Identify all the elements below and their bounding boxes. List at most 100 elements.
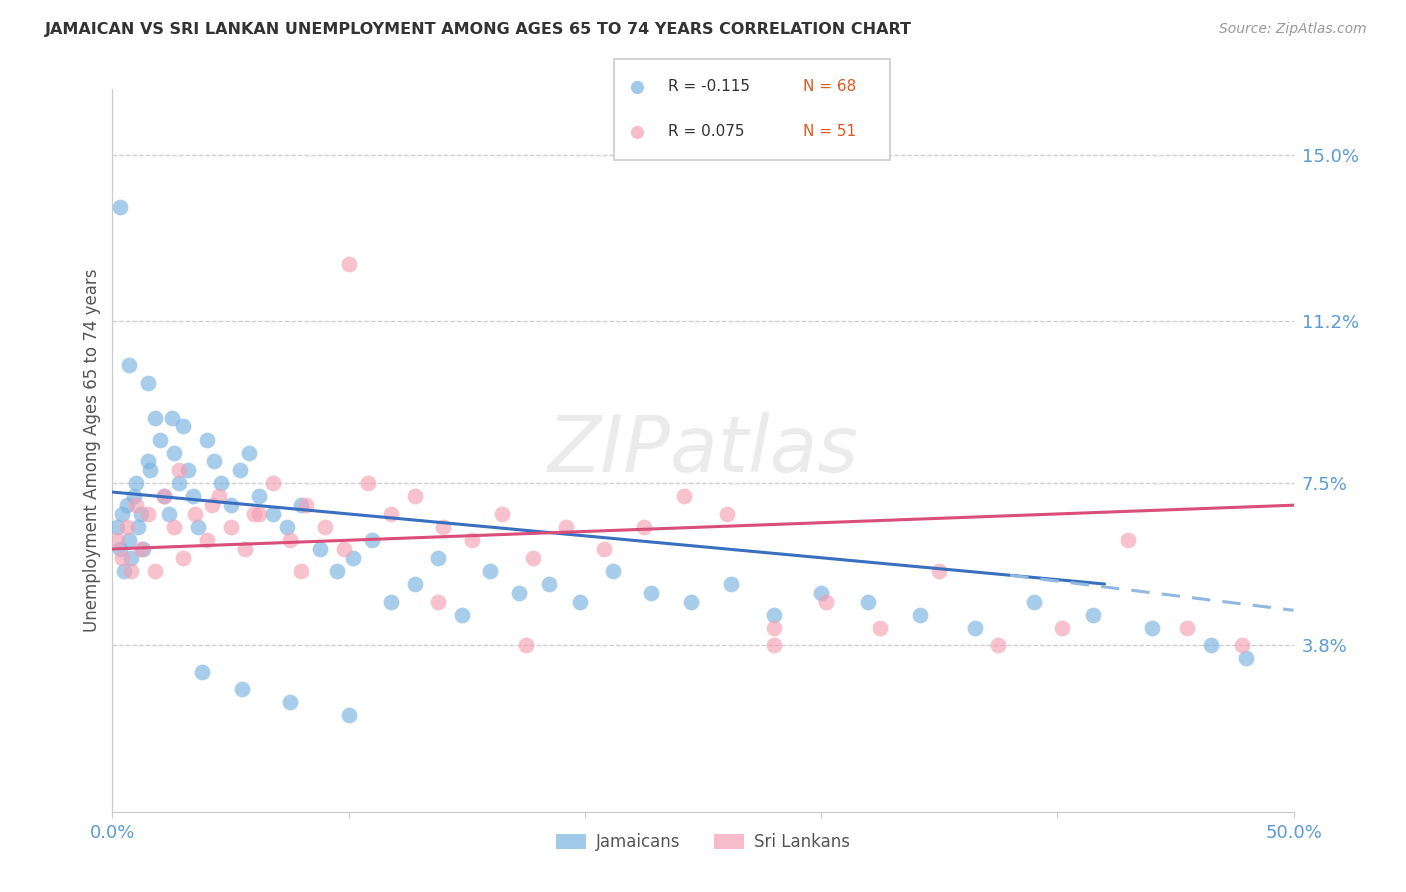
Point	[129, 541, 152, 556]
Point	[231, 682, 253, 697]
Point	[111, 550, 134, 565]
Legend: Jamaicans, Sri Lankans: Jamaicans, Sri Lankans	[550, 826, 856, 857]
Point	[153, 490, 176, 504]
Point	[1230, 638, 1253, 652]
Point	[515, 638, 537, 652]
Point	[262, 507, 284, 521]
Point	[219, 498, 242, 512]
Point	[522, 550, 544, 565]
Point	[1175, 621, 1198, 635]
Point	[177, 463, 200, 477]
Point	[276, 520, 298, 534]
Point	[479, 564, 502, 578]
Point	[720, 577, 742, 591]
Point	[427, 550, 450, 565]
Text: Source: ZipAtlas.com: Source: ZipAtlas.com	[1219, 22, 1367, 37]
Point	[1234, 651, 1257, 665]
Point	[432, 520, 454, 534]
Point	[295, 498, 318, 512]
Point	[460, 533, 482, 548]
Point	[118, 533, 141, 548]
Point	[115, 498, 138, 512]
Point	[122, 490, 145, 504]
Point	[209, 476, 232, 491]
Point	[290, 498, 312, 512]
Point	[163, 445, 186, 459]
Point	[633, 520, 655, 534]
Point	[538, 577, 561, 591]
Point	[167, 463, 190, 477]
Text: ZIPatlas: ZIPatlas	[547, 412, 859, 489]
Point	[201, 498, 224, 512]
Point	[127, 520, 149, 534]
Point	[132, 541, 155, 556]
Point	[118, 358, 141, 372]
Point	[1081, 607, 1104, 622]
Point	[262, 476, 284, 491]
Point	[172, 419, 194, 434]
Text: N = 51: N = 51	[803, 124, 856, 139]
Point	[602, 564, 624, 578]
Point	[762, 607, 785, 622]
Point	[1022, 594, 1045, 608]
Point	[195, 433, 218, 447]
Point	[491, 507, 513, 521]
Point	[987, 638, 1010, 652]
Point	[149, 433, 172, 447]
Point	[120, 564, 142, 578]
Point	[342, 550, 364, 565]
Point	[681, 594, 703, 608]
Point	[115, 520, 138, 534]
Point	[184, 507, 207, 521]
Point	[167, 476, 190, 491]
Text: JAMAICAN VS SRI LANKAN UNEMPLOYMENT AMONG AGES 65 TO 74 YEARS CORRELATION CHART: JAMAICAN VS SRI LANKAN UNEMPLOYMENT AMON…	[45, 22, 912, 37]
Point	[640, 586, 662, 600]
Point	[157, 507, 180, 521]
Text: R = 0.075: R = 0.075	[668, 124, 744, 139]
Text: R = -0.115: R = -0.115	[668, 79, 749, 95]
Point	[869, 621, 891, 635]
Point	[247, 490, 270, 504]
Point	[626, 125, 648, 139]
Point	[136, 376, 159, 390]
Point	[105, 533, 128, 548]
Point	[333, 541, 356, 556]
Point	[229, 463, 252, 477]
Point	[380, 594, 402, 608]
Point	[108, 201, 131, 215]
Point	[858, 594, 880, 608]
Point	[111, 507, 134, 521]
Point	[427, 594, 450, 608]
Point	[762, 638, 785, 652]
Point	[136, 454, 159, 468]
Point	[278, 695, 301, 709]
Point	[555, 520, 578, 534]
Point	[356, 476, 378, 491]
Point	[309, 541, 332, 556]
Point	[139, 463, 162, 477]
Point	[105, 520, 128, 534]
Point	[814, 594, 837, 608]
Point	[380, 507, 402, 521]
Point	[716, 507, 738, 521]
Point	[928, 564, 950, 578]
Point	[337, 708, 360, 723]
Point	[1050, 621, 1073, 635]
Point	[163, 520, 186, 534]
Point	[125, 498, 148, 512]
Point	[1116, 533, 1139, 548]
Y-axis label: Unemployment Among Ages 65 to 74 years: Unemployment Among Ages 65 to 74 years	[83, 268, 101, 632]
Point	[125, 476, 148, 491]
Point	[108, 541, 131, 556]
Point	[404, 577, 426, 591]
Point	[451, 607, 474, 622]
Point	[219, 520, 242, 534]
Point	[112, 564, 135, 578]
Point	[278, 533, 301, 548]
Point	[195, 533, 218, 548]
Point	[508, 586, 530, 600]
Point	[569, 594, 592, 608]
Point	[136, 507, 159, 521]
Point	[626, 79, 648, 94]
Point	[314, 520, 336, 534]
